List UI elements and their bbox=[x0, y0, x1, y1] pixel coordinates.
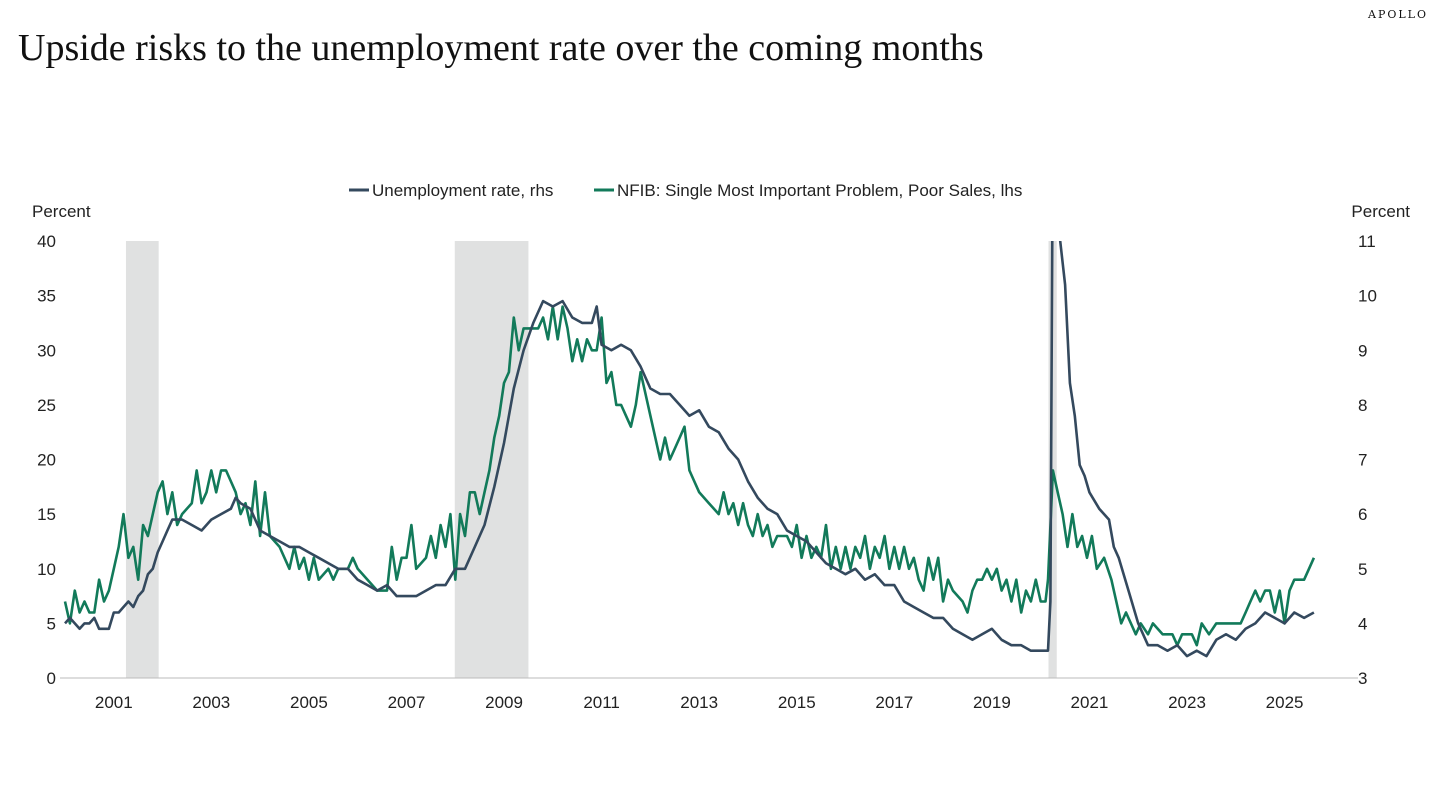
recession-band-0 bbox=[125, 241, 159, 678]
left-tick-label: 0 bbox=[47, 669, 56, 688]
unemployment-rate-line bbox=[64, 241, 1315, 658]
left-axis-label: Percent bbox=[32, 202, 91, 221]
right-tick-label: 7 bbox=[1358, 451, 1367, 470]
right-axis-label: Percent bbox=[1351, 202, 1410, 221]
right-tick-label: 4 bbox=[1358, 614, 1367, 633]
right-tick-label: 3 bbox=[1358, 669, 1367, 688]
x-tick-label: 2009 bbox=[485, 693, 523, 712]
left-tick-label: 25 bbox=[37, 396, 56, 415]
right-tick-label: 6 bbox=[1358, 505, 1367, 524]
x-tick-label: 2023 bbox=[1168, 693, 1206, 712]
right-tick-label: 5 bbox=[1358, 560, 1367, 579]
series-lines bbox=[63, 241, 1316, 658]
right-tick-label: 9 bbox=[1358, 341, 1367, 360]
x-tick-label: 2017 bbox=[875, 693, 913, 712]
x-tick-label: 2001 bbox=[95, 693, 133, 712]
x-tick-label: 2005 bbox=[290, 693, 328, 712]
left-tick-label: 20 bbox=[37, 451, 56, 470]
right-tick-label: 11 bbox=[1358, 232, 1376, 251]
page-title: Upside risks to the unemployment rate ov… bbox=[18, 27, 984, 69]
x-tick-label: 2013 bbox=[680, 693, 718, 712]
left-tick-label: 30 bbox=[37, 341, 56, 360]
left-tick-label: 10 bbox=[37, 560, 56, 579]
left-tick-label: 35 bbox=[37, 287, 56, 306]
left-tick-label: 40 bbox=[37, 232, 56, 251]
right-tick-label: 10 bbox=[1358, 287, 1377, 306]
x-tick-label: 2019 bbox=[973, 693, 1011, 712]
brand-logo: APOLLO bbox=[1368, 8, 1428, 21]
legend-label-unemployment: Unemployment rate, rhs bbox=[372, 181, 553, 200]
x-tick-label: 2025 bbox=[1266, 693, 1304, 712]
right-tick-label: 8 bbox=[1358, 396, 1367, 415]
x-tick-label: 2007 bbox=[388, 693, 426, 712]
legend-label-nfib: NFIB: Single Most Important Problem, Poo… bbox=[617, 181, 1022, 200]
x-tick-label: 2021 bbox=[1071, 693, 1109, 712]
left-tick-label: 15 bbox=[37, 505, 56, 524]
nfib-poor-sales-line bbox=[63, 305, 1316, 647]
recession-band-2 bbox=[1048, 241, 1057, 678]
legend: Unemployment rate, rhs NFIB: Single Most… bbox=[349, 181, 1022, 200]
x-tick-label: 2015 bbox=[778, 693, 816, 712]
recession-shading bbox=[125, 241, 1057, 678]
x-tick-label: 2003 bbox=[192, 693, 230, 712]
left-tick-label: 5 bbox=[47, 614, 56, 633]
x-tick-label: 2011 bbox=[583, 693, 620, 712]
